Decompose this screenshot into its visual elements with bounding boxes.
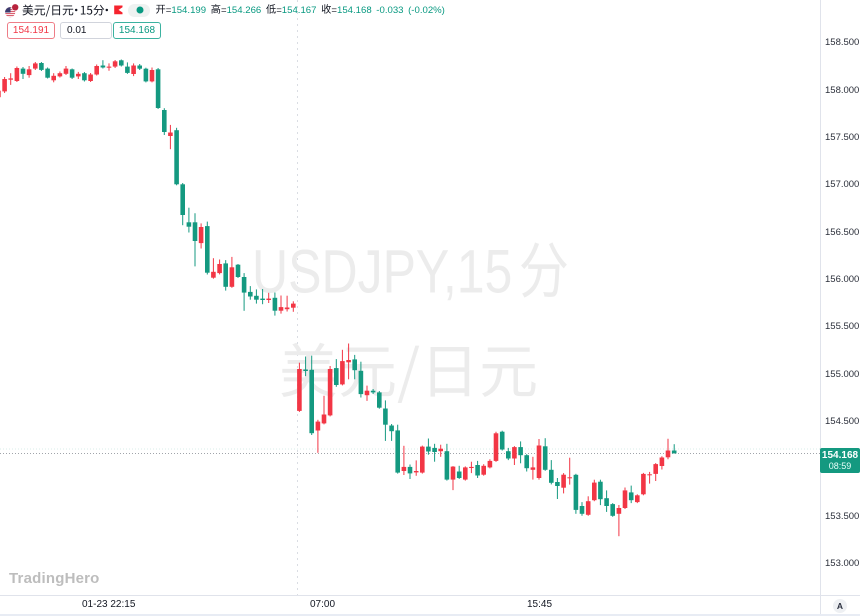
svg-text:USDJPY,15: USDJPY,15 <box>252 238 512 306</box>
svg-text:154.168: 154.168 <box>337 5 372 16</box>
svg-text:=: = <box>331 5 337 16</box>
svg-text:=: = <box>221 5 227 16</box>
svg-text:154.266: 154.266 <box>227 5 262 16</box>
svg-text:-0.033: -0.033 <box>376 5 403 16</box>
svg-text:154.199: 154.199 <box>171 5 206 16</box>
svg-text:=: = <box>276 5 282 16</box>
svg-text:154.167: 154.167 <box>282 5 317 16</box>
svg-text:(-0.02%): (-0.02%) <box>408 5 445 16</box>
svg-text:=: = <box>166 5 172 16</box>
